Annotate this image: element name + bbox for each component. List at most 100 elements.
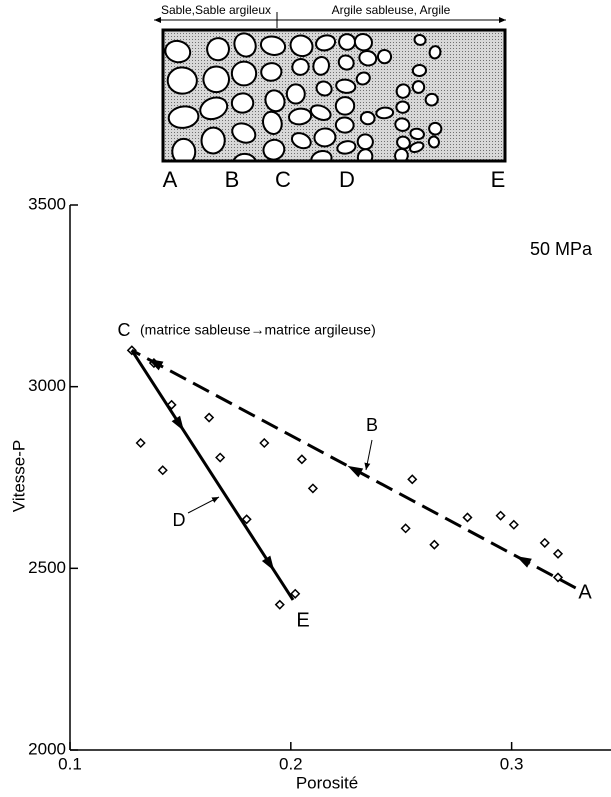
x-tick-label: 0.1 <box>58 754 82 773</box>
x-tick-label: 0.3 <box>500 754 524 773</box>
pebble <box>355 71 371 86</box>
range-label: Argile sableuse, Argile <box>332 3 451 17</box>
pointer <box>187 496 220 514</box>
y-tick-label: 2500 <box>28 558 66 577</box>
direction-arrow <box>347 465 364 478</box>
pebble <box>231 122 257 144</box>
data-point <box>296 454 307 465</box>
pebble <box>409 141 425 154</box>
pebble <box>375 106 395 120</box>
annotation: (matrice sableuse→matrice argileuse) <box>140 322 376 338</box>
pebble <box>289 34 314 58</box>
pebble <box>291 58 310 76</box>
direction-arrow <box>171 415 184 432</box>
pebble <box>167 105 200 129</box>
range-label: Sable,Sable argileux <box>161 3 271 17</box>
pebble <box>309 104 332 121</box>
x-axis-label: Porosité <box>296 773 358 792</box>
pebble <box>413 33 427 46</box>
annotation: B <box>366 415 378 435</box>
y-tick-label: 3500 <box>28 194 66 213</box>
pebble <box>171 137 197 161</box>
pebble <box>230 60 258 87</box>
position-letter: D <box>339 167 355 192</box>
direction-arrow <box>147 358 164 371</box>
data-point <box>307 483 318 494</box>
position-letter: C <box>275 167 291 192</box>
y-tick-label: 3000 <box>28 376 66 395</box>
pebble <box>334 116 355 134</box>
pebble <box>395 83 411 99</box>
data-point <box>508 519 519 530</box>
pebble <box>334 96 356 116</box>
data-point <box>241 514 252 525</box>
pebble <box>428 121 443 136</box>
data-point <box>552 572 564 583</box>
pointer <box>364 439 373 471</box>
pebble <box>337 54 355 71</box>
annotation: D <box>173 510 186 530</box>
pebble <box>260 62 283 82</box>
annotation: A <box>578 581 592 603</box>
data-point <box>259 437 270 449</box>
pebble <box>427 135 440 149</box>
pebble <box>202 65 230 94</box>
annotation: E <box>296 609 309 631</box>
pebble <box>164 39 192 64</box>
pebble <box>264 89 286 113</box>
pebble <box>259 35 287 56</box>
data-point <box>204 412 215 423</box>
soil-diagram: Sable,Sable argileux Argile sableuse, Ar… <box>154 3 507 192</box>
pebble <box>411 63 428 78</box>
annotation: 50 MPa <box>530 239 593 259</box>
pebble <box>200 126 226 155</box>
pebble <box>336 140 357 155</box>
position-letter: A <box>163 167 178 192</box>
pebble <box>394 147 409 161</box>
pebble <box>359 111 376 126</box>
pebble <box>206 37 230 62</box>
data-point <box>407 474 418 485</box>
annotation: C <box>118 320 131 340</box>
data-point <box>157 465 168 476</box>
pebble <box>262 138 286 161</box>
chart: 2000 2500 3000 3500 0.1 0.2 0.3 Porosité Vitesse… <box>9 194 611 792</box>
pebble <box>335 78 357 94</box>
pebble <box>376 48 393 65</box>
pebble <box>230 92 255 114</box>
data-point <box>429 539 440 550</box>
pebble <box>424 92 439 107</box>
x-tick-label: 0.2 <box>279 754 303 773</box>
pebble <box>285 83 306 105</box>
direction-arrow <box>516 556 532 568</box>
pebble <box>409 127 425 141</box>
y-tick-label: 2000 <box>28 739 66 758</box>
pebble <box>233 32 257 58</box>
direction-arrow <box>261 555 275 571</box>
pebble <box>166 66 198 95</box>
pebble <box>199 96 229 121</box>
pebble <box>315 34 337 52</box>
data-point <box>495 510 506 521</box>
data-point <box>400 523 411 534</box>
pebble <box>315 80 333 97</box>
data-point <box>552 548 564 559</box>
pebble <box>396 135 411 150</box>
pebble <box>313 127 337 148</box>
data-point <box>274 599 285 610</box>
pebble <box>395 100 411 114</box>
position-letter: B <box>225 167 240 192</box>
data-point <box>539 537 550 548</box>
pebble <box>262 110 283 135</box>
data-point <box>135 437 146 449</box>
pebble <box>358 49 378 67</box>
data-point <box>462 512 473 523</box>
soil-box-border <box>161 28 507 163</box>
pebble <box>411 80 426 94</box>
pebble <box>287 107 313 126</box>
pebble <box>231 152 258 161</box>
pebble <box>428 45 442 60</box>
pebble <box>310 149 333 161</box>
pebble <box>394 117 411 132</box>
